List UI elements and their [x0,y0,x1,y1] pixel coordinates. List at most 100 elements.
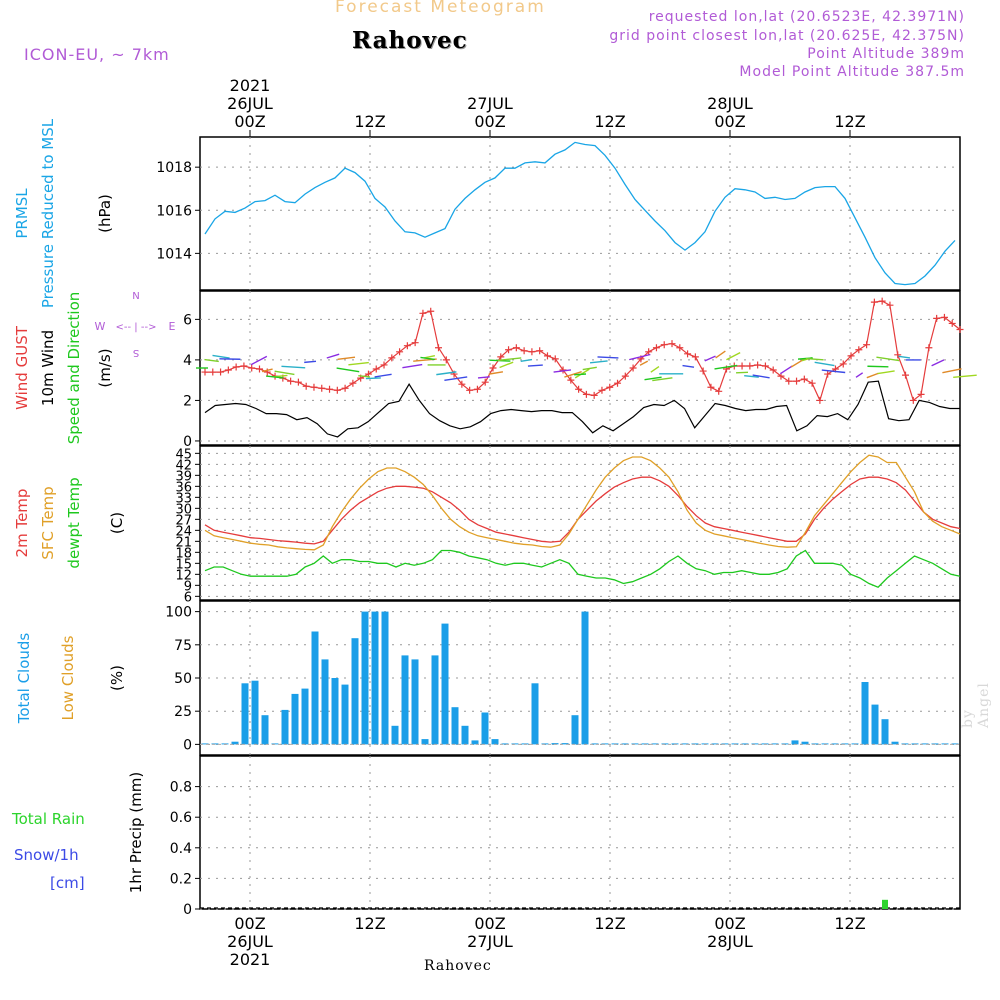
bottom-time-label: 12Z [834,914,865,933]
compass-east: E [169,320,176,333]
gust-point [707,383,715,391]
total-cloud-bar [501,743,509,745]
requested-coords: requested lon,lat (20.6523E, 42.3971N) [648,9,965,25]
model-point-altitude: Model Point Altitude 387.5m [739,64,965,80]
y-tick-label-pressure: 1016 [156,203,192,219]
wind-direction-arrow [931,359,945,367]
total-cloud-bar [461,725,469,745]
compass-west: W [95,320,106,333]
total-cloud-bar [451,707,459,745]
wind-direction-arrow [212,354,230,359]
total-cloud-bar [341,684,349,745]
gust-point [645,348,653,356]
y-tick-label-pressure: 1018 [156,160,192,176]
total-cloud-bar [481,712,489,745]
y-tick-label-wind: 0 [183,434,192,450]
wind-direction-arrow [348,361,369,366]
wind-direction-arrow [261,368,273,373]
total-cloud-bar [421,739,429,745]
top-time-label: 2021 [230,76,271,95]
panel-title-pressure: (hPa) [96,194,114,233]
gust-point [551,355,559,363]
gust-point [310,383,318,391]
point-altitude: Point Altitude 389m [807,46,965,62]
bottom-time-label: 12Z [594,914,625,933]
gust-point [754,361,762,369]
y-tick-label-precip: 0.4 [170,841,192,857]
gust-point [839,360,847,368]
gust-point [878,297,886,305]
total-cloud-bar [471,740,479,745]
gust-point [676,344,684,352]
total-cloud-bar [891,741,899,745]
panel-title-temp: SFC Temp [39,486,57,559]
gust-point [614,379,622,387]
total-cloud-bar [531,683,539,745]
gust-point [870,298,878,306]
y-tick-label-temp: 42 [175,458,192,473]
wind-direction-arrow [520,358,533,363]
panel-title-temp: 2m Temp [13,489,31,558]
gust-point [855,346,863,354]
gust-point [652,344,660,352]
y-tick-label-temp: 36 [175,480,192,495]
gust-point [248,364,256,372]
y-tick-label-cloud: 25 [174,704,192,720]
gust-point [909,396,917,404]
wind-direction-arrow [436,371,457,376]
gust-point [528,348,536,356]
y-tick-label-wind: 2 [183,393,192,409]
wind-direction-arrow [589,360,608,364]
wind-direction-arrow [250,355,268,366]
wind-direction-arrow [488,371,504,375]
y-tick-label-precip: 0.6 [170,810,192,826]
bottom-time-label: 12Z [354,914,385,933]
top-time-label: 12Z [834,112,865,131]
legend-snow: Snow/1h [14,846,79,864]
gust-point [240,362,248,370]
wind-direction-arrow [527,364,543,367]
legend-snow-unit: [cm] [50,874,85,892]
panel-title-wind: 10m Wind [39,330,57,406]
gust-point [520,347,528,355]
gust-point [746,362,754,370]
panel-title-pressure: PRMSL [13,188,31,239]
wind-direction-arrow [326,353,340,359]
gust-point [816,396,824,404]
gust-point [489,364,497,372]
gust-point [567,376,575,384]
gust-point [341,384,349,392]
total-cloud-bar [281,709,289,745]
y-tick-label-temp: 12 [175,568,192,583]
gust-point [793,377,801,385]
y-tick-label-temp: 18 [175,546,192,561]
gust-point [847,352,855,360]
top-time-label: 12Z [354,112,385,131]
gust-point [380,361,388,369]
total-cloud-bar [651,743,659,745]
total-cloud-bar [321,659,329,745]
total-cloud-bar [571,715,579,745]
panel-title-wind: Speed and Direction [65,292,83,445]
y-tick-label-precip: 0.2 [170,871,192,887]
total-cloud-bar [951,743,959,745]
gust-point [590,391,598,399]
panel-frame-temp [199,445,961,601]
pressure-series-line [204,141,956,286]
compass-south: S [133,347,139,358]
total-cloud-bar [831,743,839,745]
total-cloud-bar [741,743,749,745]
wind-direction-arrow [780,365,793,375]
gust-point [660,341,668,349]
wind-direction-arrow [752,374,770,379]
panel-title-pressure: Pressure Reduced to MSL [39,118,57,308]
gust-point [699,367,707,375]
total-cloud-bar [241,683,249,745]
wind-direction-arrow [715,350,726,359]
wind-direction-arrow [855,372,864,378]
wind-direction-arrow [652,377,673,382]
bottom-time-label: 00Z [474,914,505,933]
total-cloud-bar [251,680,259,745]
panel-title-temp: (C) [108,512,126,534]
sfctemp-series-line [204,454,961,551]
